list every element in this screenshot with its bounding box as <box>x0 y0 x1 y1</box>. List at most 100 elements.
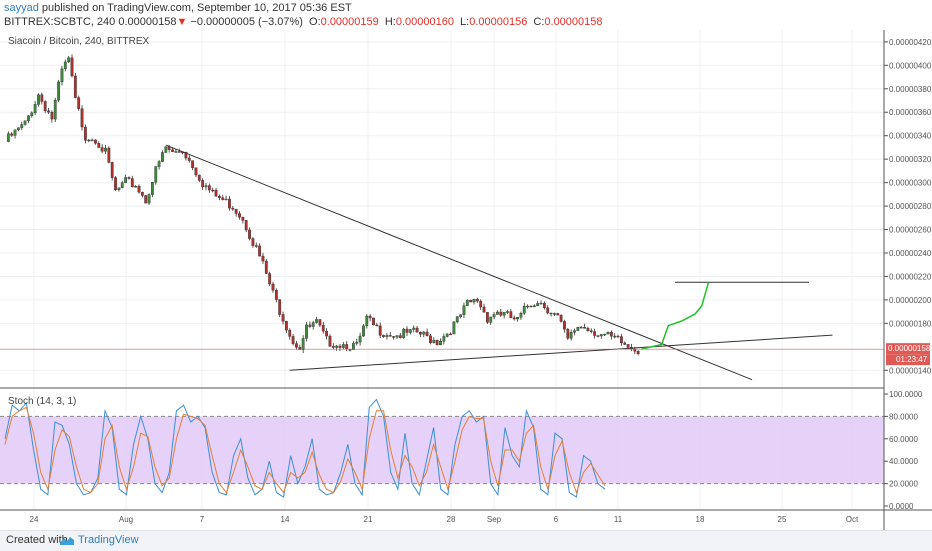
candle-body <box>506 311 509 313</box>
candle-body <box>30 112 34 116</box>
candle-body <box>509 311 513 318</box>
candle-body <box>244 220 248 231</box>
candle-body <box>117 187 121 190</box>
candle-body <box>348 349 352 351</box>
candle-body <box>187 157 191 161</box>
candle-body <box>475 298 479 302</box>
chart-title: Siacoin / Bitcoin, 240, BITTREX <box>8 36 150 47</box>
time-tick-label: 14 <box>281 515 290 524</box>
candle-body <box>405 328 409 333</box>
price-tick-label: 0.00000380 <box>889 85 932 94</box>
candle-body <box>455 316 459 323</box>
candle-body <box>73 75 77 98</box>
candle-body <box>368 315 372 319</box>
last-price-marker: 0.00000158 01:23:47 <box>886 343 931 366</box>
candle-body <box>295 343 298 348</box>
price-tick-label: 0.00000180 <box>889 319 932 328</box>
candle-body <box>429 335 432 343</box>
tradingview-link[interactable]: TradingView <box>78 534 139 546</box>
candle-body <box>150 182 154 195</box>
candle-body <box>449 333 452 336</box>
created-with-text: Created with <box>6 534 68 546</box>
candle-body <box>110 162 114 178</box>
price-tick-label: 0.00000300 <box>889 179 932 188</box>
price-tick-label: 0.00000420 <box>889 38 932 47</box>
candle-body <box>97 143 101 148</box>
candle-body <box>549 312 553 315</box>
candle-body <box>452 321 456 335</box>
candle-body <box>519 312 523 318</box>
candle-body <box>439 341 442 346</box>
stoch-tick-label: 0.0000 <box>889 502 914 511</box>
candle-body <box>388 335 392 337</box>
candle-body <box>358 335 362 343</box>
candle-body <box>526 305 530 308</box>
candle-body <box>566 328 570 339</box>
candle-body <box>398 335 402 339</box>
candle-body <box>479 300 483 308</box>
candle-body <box>23 120 27 125</box>
candle-body <box>542 302 546 308</box>
candle-body <box>328 335 332 347</box>
candle-body <box>134 185 138 188</box>
candle-body <box>194 167 198 176</box>
candle-body <box>516 317 519 320</box>
candle-body <box>298 347 302 350</box>
symbol-label: BITTREX:SCBTC, 240 <box>4 16 116 28</box>
price-tick-label: 0.00000360 <box>889 108 932 117</box>
candle-body <box>352 343 355 350</box>
candle-body <box>274 289 278 300</box>
candle-body <box>365 315 369 327</box>
candle-body <box>556 313 560 316</box>
stoch-tick-label: 80.0000 <box>889 412 918 421</box>
candle-body <box>335 345 339 348</box>
candle-body <box>40 94 44 102</box>
candle-body <box>375 324 379 327</box>
candle-body <box>378 325 382 336</box>
candle-body <box>301 338 305 350</box>
candle-body <box>462 305 466 315</box>
candle-body <box>278 299 282 315</box>
candle-body <box>207 185 211 191</box>
candle-body <box>50 112 54 120</box>
candle-body <box>214 189 218 197</box>
support-trendline[interactable] <box>289 334 833 371</box>
candle-body <box>432 339 436 343</box>
candle-body <box>395 335 399 338</box>
candle-body <box>573 330 576 333</box>
chart-canvas[interactable]: 0.00000420 0.00000400 0.00000380 0.00000360… <box>0 30 932 530</box>
candle-body <box>191 160 194 168</box>
candle-body <box>318 319 322 326</box>
time-tick-label: 28 <box>447 515 456 524</box>
candle-body <box>94 139 97 144</box>
candle-body <box>469 300 473 303</box>
candle-body <box>43 101 47 111</box>
candle-body <box>502 312 506 316</box>
price-tick-label: 0.00000240 <box>889 249 932 258</box>
candle-body <box>623 342 627 345</box>
time-tick-label: 18 <box>696 515 705 524</box>
candle-body <box>435 339 439 346</box>
projection-path[interactable] <box>641 282 710 350</box>
candle-body <box>305 324 308 339</box>
candle-body <box>285 321 288 331</box>
candle-body <box>596 335 600 337</box>
price-tick-label: 0.00000140 <box>889 366 932 375</box>
author-link[interactable]: sayyad <box>4 2 39 14</box>
candle-body <box>248 229 251 239</box>
time-tick-label: 11 <box>614 515 623 524</box>
candle-body <box>281 314 285 322</box>
candle-body <box>124 177 128 183</box>
candle-body <box>496 311 499 315</box>
candle-body <box>613 335 617 338</box>
candle-body <box>197 174 201 181</box>
resistance-trendline[interactable] <box>165 144 753 381</box>
candle-body <box>100 147 104 152</box>
candle-body <box>70 57 74 77</box>
candle-body <box>315 319 318 323</box>
bar-countdown: 01:23:47 <box>896 355 928 364</box>
candle-body <box>114 177 117 190</box>
candle-body <box>288 329 292 337</box>
candle-body <box>144 195 148 204</box>
candle-body <box>636 351 640 354</box>
